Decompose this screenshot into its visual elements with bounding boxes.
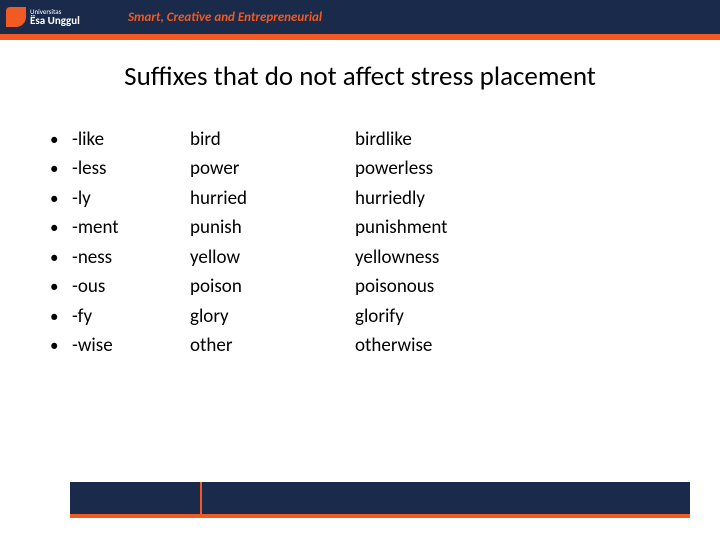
derived-cell: powerless (355, 154, 535, 183)
derived-cell: poisonous (355, 272, 535, 301)
base-cell: punish (190, 213, 355, 242)
footer-divider (200, 482, 202, 516)
list-item: •-ly (50, 184, 190, 213)
logo-text: Universitas Ësa Unggul (30, 8, 80, 26)
page-title: Suffixes that do not affect stress place… (0, 60, 720, 93)
bullet-icon: • (50, 274, 72, 300)
footer-bar (70, 482, 690, 516)
bullet-icon: • (50, 245, 72, 271)
list-item: •-like (50, 125, 190, 154)
header-stripe (0, 34, 720, 40)
bullet-icon: • (50, 156, 72, 182)
base-cell: hurried (190, 184, 355, 213)
suffix-cell: -ness (72, 243, 112, 272)
list-item: •-less (50, 154, 190, 183)
derived-cell: punishment (355, 213, 535, 242)
suffix-cell: -ly (72, 184, 91, 213)
list-item: •-wise (50, 331, 190, 360)
logo-icon (6, 7, 26, 27)
bullet-icon: • (50, 304, 72, 330)
suffix-cell: -less (72, 154, 107, 183)
footer-stripe (70, 514, 690, 518)
column-base: bird power hurried punish yellow poison … (190, 125, 355, 361)
list-item: •-ness (50, 243, 190, 272)
derived-cell: hurriedly (355, 184, 535, 213)
bullet-icon: • (50, 186, 72, 212)
suffix-cell: -ment (72, 213, 119, 242)
bullet-icon: • (50, 215, 72, 241)
column-suffix: •-like •-less •-ly •-ment •-ness •-ous •… (50, 125, 190, 361)
base-cell: poison (190, 272, 355, 301)
tagline: Smart, Creative and Entrepreneurial (128, 10, 322, 25)
list-item: •-ment (50, 213, 190, 242)
suffix-cell: -like (72, 125, 104, 154)
logo: Universitas Ësa Unggul (0, 0, 110, 34)
base-cell: bird (190, 125, 355, 154)
suffix-cell: -fy (72, 302, 92, 331)
base-cell: power (190, 154, 355, 183)
bullet-icon: • (50, 127, 72, 153)
column-derived: birdlike powerless hurriedly punishment … (355, 125, 535, 361)
derived-cell: birdlike (355, 125, 535, 154)
content-table: •-like •-less •-ly •-ment •-ness •-ous •… (50, 125, 535, 361)
header-bar: Universitas Ësa Unggul Smart, Creative a… (0, 0, 720, 34)
list-item: •-ous (50, 272, 190, 301)
base-cell: glory (190, 302, 355, 331)
logo-main-text: Ësa Unggul (30, 14, 80, 27)
suffix-cell: -wise (72, 331, 113, 360)
derived-cell: yellowness (355, 243, 535, 272)
derived-cell: otherwise (355, 331, 535, 360)
base-cell: yellow (190, 243, 355, 272)
derived-cell: glorify (355, 302, 535, 331)
bullet-icon: • (50, 333, 72, 359)
list-item: •-fy (50, 302, 190, 331)
base-cell: other (190, 331, 355, 360)
suffix-cell: -ous (72, 272, 105, 301)
